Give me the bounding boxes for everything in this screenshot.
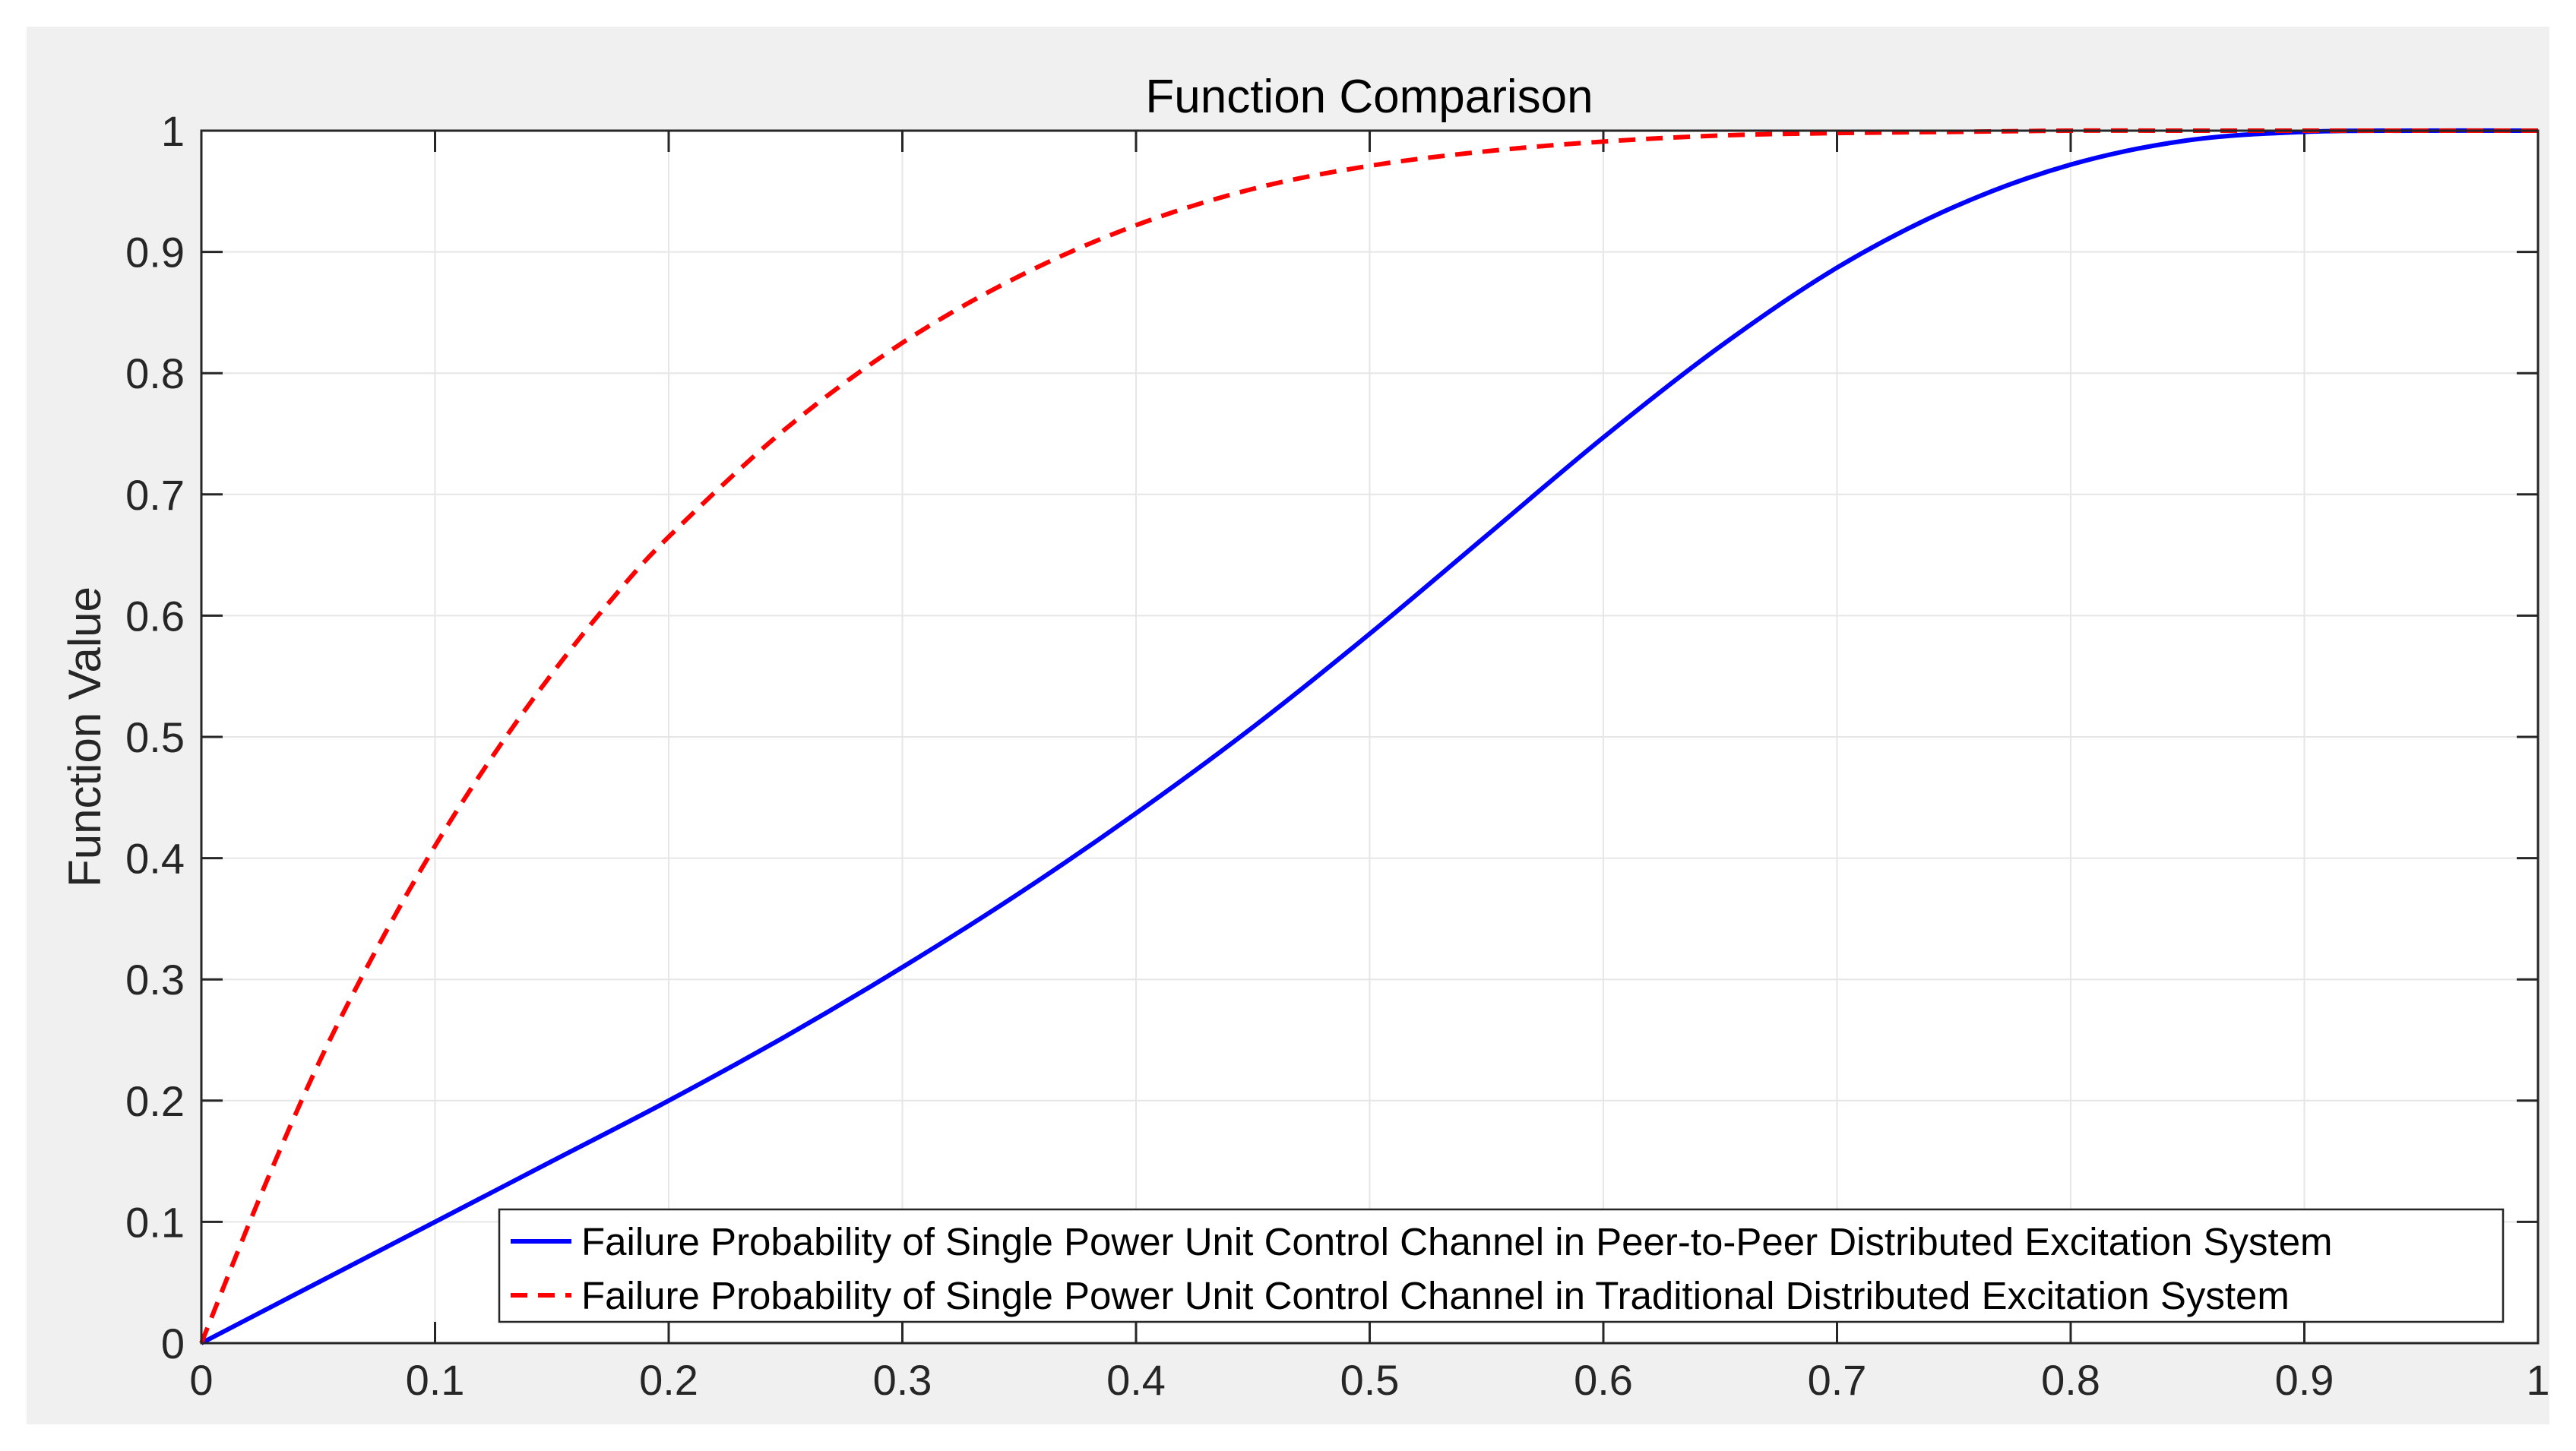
x-tick-labels: 0 0.1 0.2 0.3 0.4 0.5 0.6 0.7 0.8 0.9 1 [189,1356,2549,1404]
y-axis-title: Function Value [59,586,110,887]
legend: Failure Probability of Single Power Unit… [498,1208,2505,1323]
y-tick-label: 0 [161,1320,185,1367]
y-tick-label: 0.4 [125,835,185,883]
x-tick-label: 0.2 [639,1356,698,1404]
x-tick-label: 0.6 [1574,1356,1633,1404]
series-line-peer-to-peer [200,128,2539,1345]
y-tick-labels: 0 0.1 0.2 0.3 0.4 0.5 0.6 0.7 0.8 0.9 1 [125,107,185,1367]
y-tick-label: 0.2 [125,1077,185,1125]
x-tick-label: 0.1 [406,1356,465,1404]
legend-label-traditional: Failure Probability of Single Power Unit… [581,1274,2290,1317]
x-tick-label: 0 [189,1356,213,1404]
x-tick-label: 0.9 [2275,1356,2334,1404]
legend-box [498,1208,2505,1323]
chart-title: Function Comparison [1145,71,1593,123]
y-tick-label: 0.7 [125,471,185,519]
axes-box [200,129,2540,1345]
y-tick-label: 0.1 [125,1198,185,1246]
x-tick-label: 1 [2526,1356,2549,1404]
x-tick-label: 0.4 [1106,1356,1166,1404]
y-tick-label: 0.6 [125,592,185,640]
y-tick-label: 0.3 [125,956,185,1004]
x-tick-label: 0.7 [1808,1356,1867,1404]
y-tick-label: 1 [161,107,185,155]
x-tick-label: 0.3 [873,1356,932,1404]
y-tick-label: 0.8 [125,349,185,397]
y-tick-label: 0.5 [125,713,185,761]
x-tick-label: 0.8 [2041,1356,2100,1404]
x-tick-label: 0.5 [1340,1356,1400,1404]
legend-label-peer-to-peer: Failure Probability of Single Power Unit… [581,1220,2333,1263]
y-tick-label: 0.9 [125,229,185,277]
